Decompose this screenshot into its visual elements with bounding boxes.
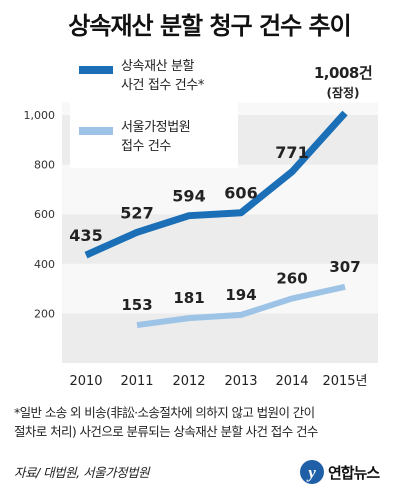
series-line-total [84,110,348,259]
x-tick-label: 2014 [275,374,308,389]
line-chart: 200 400 600 800 1,000 2010 2011 2012 2013 2014 201… [23,59,378,389]
chart-title: 상속재산 분할 청구 건수 추이 [68,12,351,40]
legend-swatch [79,66,113,74]
y-tick-label: 600 [34,208,55,221]
legend-label: 서울가정법원 [121,120,190,135]
yonhap-logo-icon: y [300,460,324,484]
data-label-seoul: 307 [329,258,360,276]
yonhap-logo-text: 연합뉴스 [328,464,380,482]
yonhap-logo: y 연합뉴스 [298,456,412,488]
data-label-seoul: 153 [121,296,152,314]
x-tick-label: 2011 [120,374,153,389]
x-tick-label: 2012 [172,374,205,389]
series-line-seoul [136,283,346,329]
legend-swatch [79,127,113,135]
x-tick-label: 2015년 [322,374,367,389]
data-label-total: 435 [69,226,102,245]
data-label-total: 527 [120,203,153,222]
source-note: 자료/ 대법원, 서울가정법원 [14,465,150,480]
footnote: *일반 소송 외 비송(非訟·소송절차에 의하지 않고 법원이 간이 절차로 처… [14,405,318,439]
data-label-total: 1,008건 [314,64,372,82]
data-label-total: 606 [224,184,257,203]
legend-label: 상속재산 분할 [121,59,195,74]
data-label-note: (잠정) [326,85,359,100]
grid-band [62,214,378,264]
data-label-seoul: 181 [173,289,204,307]
data-label-total: 594 [172,187,205,206]
x-tick-label: 2013 [224,374,257,389]
data-label-seoul: 194 [225,286,256,304]
legend-label: 사건 접수 건수* [121,78,205,93]
data-label-seoul: 260 [276,270,307,288]
svg-text:y: y [306,463,316,482]
y-tick-label: 400 [34,258,55,271]
grid-band [62,164,378,215]
x-tick-label: 2010 [69,374,102,389]
y-tick-label: 200 [34,307,55,320]
grid-band [62,313,378,363]
y-tick-label: 1,000 [24,109,56,122]
data-label-total: 771 [275,143,308,162]
legend-label: 접수 건수 [121,139,171,154]
y-tick-label: 800 [34,159,55,172]
